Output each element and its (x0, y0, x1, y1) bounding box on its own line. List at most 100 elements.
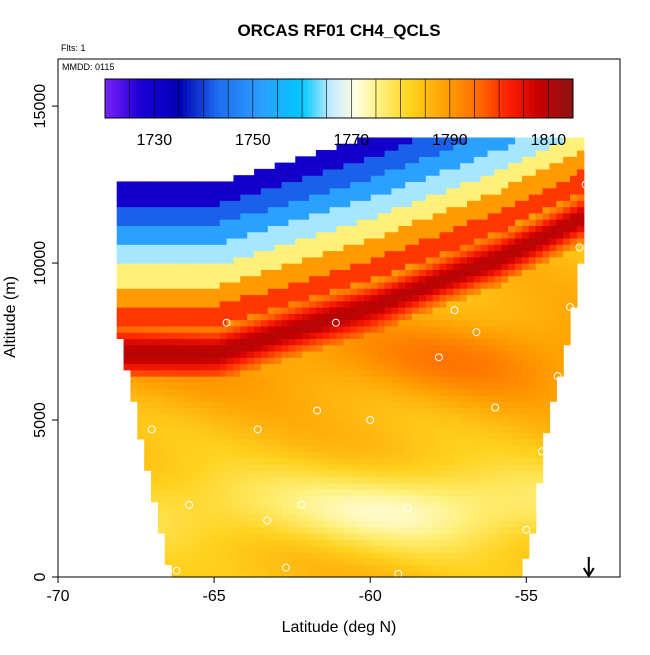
heatmap-cell (528, 457, 537, 465)
heatmap-cell (343, 288, 351, 296)
heatmap-cell (260, 181, 269, 189)
heatmap-cell (412, 363, 420, 371)
heatmap-cell (178, 420, 186, 427)
heatmap-cell (178, 231, 186, 239)
heatmap-cell (377, 313, 386, 321)
heatmap-cell (350, 193, 358, 201)
heatmap-cell (480, 369, 489, 377)
heatmap-cell (363, 143, 372, 151)
heatmap-cell (336, 507, 344, 515)
heatmap-cell (322, 413, 331, 421)
heatmap-cell (226, 288, 235, 296)
heatmap-cell (460, 332, 468, 340)
heatmap-cell (350, 357, 358, 365)
heatmap-cell (384, 275, 393, 283)
heatmap-cell (281, 489, 290, 496)
heatmap-cell (137, 269, 145, 277)
heatmap-cell (260, 275, 269, 283)
heatmap-cell (480, 564, 489, 572)
heatmap-cell (363, 545, 372, 553)
heatmap-cell (398, 438, 406, 446)
heatmap-cell (171, 438, 180, 446)
heatmap-cell (336, 482, 344, 490)
heatmap-cell (487, 319, 496, 327)
heatmap-cell (467, 281, 475, 289)
heatmap-cell (267, 294, 276, 302)
heatmap-cell (370, 193, 379, 201)
heatmap-cell (178, 526, 186, 534)
heatmap-cell (343, 256, 351, 264)
heatmap-cell (487, 564, 496, 572)
heatmap-cell (322, 376, 331, 383)
heatmap-cell (309, 514, 317, 522)
heatmap-cell (233, 181, 241, 189)
heatmap-cell (405, 300, 413, 308)
heatmap-cell (260, 175, 269, 183)
heatmap-cell (164, 526, 173, 534)
heatmap-cell (309, 382, 317, 390)
heatmap-cell (226, 325, 235, 333)
heatmap-cell (446, 507, 454, 515)
heatmap-cell (508, 181, 516, 189)
heatmap-cell (137, 294, 145, 302)
heatmap-cell (357, 325, 365, 333)
heatmap-cell (528, 438, 537, 446)
heatmap-cell (418, 438, 427, 446)
heatmap-cell (315, 231, 324, 239)
heatmap-cell (240, 539, 248, 547)
heatmap-cell (391, 332, 399, 340)
heatmap-cell (439, 539, 448, 547)
heatmap-cell (295, 432, 303, 440)
heatmap-cell (295, 394, 303, 402)
heatmap-cell (281, 256, 290, 264)
heatmap-cell (260, 545, 269, 553)
heatmap-cell (418, 482, 427, 490)
heatmap-cell (288, 401, 296, 409)
heatmap-cell (240, 551, 248, 559)
heatmap-cell (260, 533, 269, 540)
heatmap-cell (185, 332, 193, 340)
colorbar-segment (261, 79, 266, 118)
heatmap-cell (329, 219, 338, 226)
heatmap-cell (370, 570, 379, 578)
heatmap-cell (412, 281, 420, 289)
heatmap-cell (480, 281, 489, 289)
heatmap-cell (521, 420, 530, 427)
colorbar-segment (350, 79, 356, 118)
flight-point (522, 525, 531, 534)
heatmap-cell (508, 162, 516, 170)
heatmap-cell (116, 219, 125, 226)
heatmap-cell (199, 357, 207, 365)
heatmap-cell (281, 162, 290, 170)
heatmap-cell (164, 520, 173, 528)
heatmap-cell (563, 200, 571, 208)
heatmap-cell (329, 288, 338, 296)
heatmap-cell (432, 401, 441, 409)
heatmap-cell (350, 526, 358, 534)
heatmap-cell (467, 300, 475, 308)
heatmap-cell (515, 281, 523, 289)
heatmap-cell (185, 263, 193, 270)
heatmap-cell (260, 244, 269, 252)
heatmap-cell (439, 432, 448, 440)
heatmap-cell (515, 156, 523, 164)
heatmap-cell (487, 325, 496, 333)
heatmap-cell (515, 394, 523, 402)
heatmap-cell (556, 162, 564, 170)
heatmap-cell (171, 363, 180, 371)
heatmap-cell (501, 187, 509, 195)
heatmap-cell (391, 551, 399, 559)
heatmap-cell (391, 476, 399, 484)
heatmap-cell (528, 250, 537, 258)
heatmap-cell (480, 338, 489, 346)
heatmap-cell (240, 413, 248, 421)
heatmap-cell (453, 426, 461, 434)
heatmap-cell (185, 482, 193, 490)
heatmap-cell (556, 168, 564, 176)
heatmap-cell (171, 376, 180, 383)
heatmap-cell (501, 551, 509, 559)
heatmap-cell (439, 162, 448, 170)
heatmap-cell (260, 338, 269, 346)
heatmap-cell (350, 438, 358, 446)
heatmap-cell (521, 501, 530, 509)
